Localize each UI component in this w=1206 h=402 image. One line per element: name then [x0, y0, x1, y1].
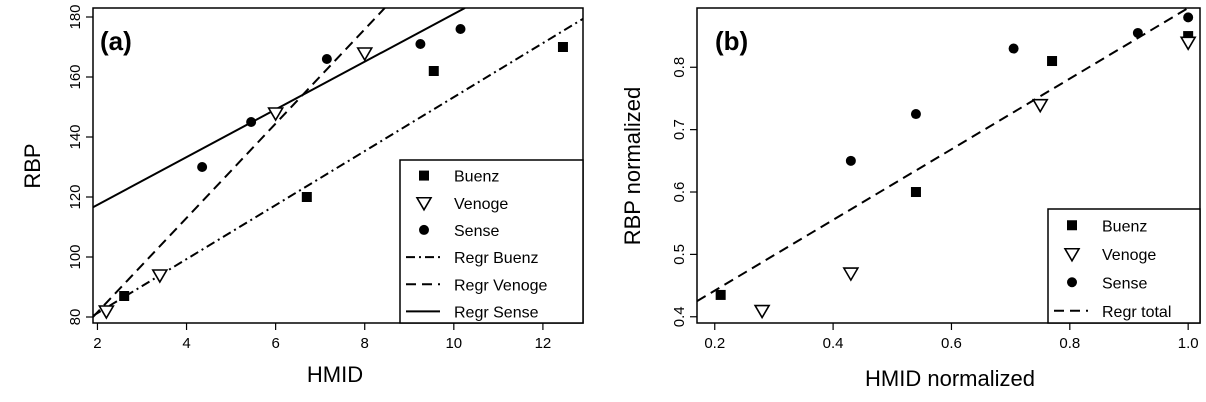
- y-tick-label: 0.4: [671, 306, 688, 327]
- legend-label: Sense: [1102, 275, 1147, 292]
- legend-label: Regr total: [1102, 304, 1171, 321]
- legend-label: Buenz: [454, 169, 499, 186]
- regression-line: [93, 8, 386, 318]
- data-point: [119, 291, 130, 301]
- x-tick-label: 0.6: [941, 335, 962, 352]
- legend-label: Sense: [454, 223, 499, 240]
- legend-label: Buenz: [1102, 218, 1147, 235]
- data-point: [753, 304, 771, 320]
- y-tick-label: 180: [67, 4, 84, 29]
- data-point: [1183, 31, 1194, 42]
- y-tick-label: 140: [67, 124, 84, 149]
- data-point: [415, 39, 426, 49]
- data-point: [845, 155, 856, 166]
- x-tick-label: 0.4: [823, 335, 844, 352]
- legend-box: [399, 159, 584, 324]
- data-point: [151, 269, 169, 284]
- data-point: [197, 162, 208, 172]
- legend-marker: [419, 170, 429, 181]
- x-axis-title: HMID: [307, 362, 363, 387]
- x-axis-title: HMID normalized: [865, 366, 1035, 391]
- panel-label: (a): [100, 26, 132, 56]
- data-point: [301, 192, 312, 202]
- data-point: [715, 289, 726, 300]
- y-tick-label: 0.5: [671, 244, 688, 265]
- y-tick-label: 80: [67, 309, 84, 326]
- regression-line: [93, 17, 583, 317]
- x-tick-label: 1.0: [1178, 335, 1199, 352]
- data-point: [246, 117, 257, 127]
- y-tick-label: 0.8: [671, 57, 688, 78]
- y-axis-title: RBP normalized: [620, 87, 645, 246]
- data-point: [557, 42, 568, 52]
- panel-a: 2 4 6 8 10 12 80 100 120 140 160 180 HMID RBP (a) Buenz…: [20, 4, 584, 387]
- data-point: [455, 24, 466, 34]
- legend-label: Regr Venoge: [454, 277, 548, 294]
- legend-marker: [419, 224, 429, 235]
- legend-label: Venoge: [454, 196, 508, 213]
- legend-label: Regr Sense: [454, 304, 539, 321]
- panel-b: 0.2 0.4 0.6 0.8 1.0 0.4 0.5 0.6 0.7 0.8 HMID norma…: [620, 7, 1201, 391]
- x-tick-label: 6: [271, 335, 279, 352]
- y-tick-label: 100: [67, 244, 84, 269]
- x-tick-label: 10: [445, 335, 462, 352]
- data-point: [1179, 36, 1197, 51]
- x-tick-label: 8: [361, 335, 369, 352]
- data-point: [97, 305, 115, 320]
- x-tick-label: 2: [93, 335, 101, 352]
- legend-marker: [1067, 277, 1077, 288]
- data-point: [356, 47, 374, 62]
- legend-marker: [415, 196, 433, 212]
- y-tick-label: 120: [67, 184, 84, 209]
- plot-frame: [696, 7, 1201, 324]
- data-point: [1132, 27, 1143, 38]
- data-point: [910, 109, 921, 120]
- data-point: [267, 107, 285, 122]
- x-tick-label: 12: [535, 335, 552, 352]
- panel-label: (b): [715, 26, 748, 56]
- x-tick-label: 0.2: [704, 335, 725, 352]
- legend-label: Regr Buenz: [454, 250, 539, 267]
- data-point: [1031, 98, 1049, 114]
- data-point: [1183, 12, 1194, 23]
- x-tick-label: 0.8: [1059, 335, 1080, 352]
- y-tick-label: 0.7: [671, 119, 688, 140]
- y-tick-label: 160: [67, 64, 84, 89]
- legend-marker: [1067, 220, 1077, 231]
- legend-marker: [1063, 247, 1081, 263]
- data-point: [842, 267, 860, 282]
- y-axis-title: RBP: [20, 143, 45, 188]
- x-tick-label: 4: [182, 335, 190, 352]
- data-point: [1008, 43, 1019, 54]
- data-point: [910, 187, 921, 198]
- data-point: [428, 66, 439, 76]
- y-tick-label: 0.6: [671, 182, 688, 203]
- legend-label: Venoge: [1102, 247, 1156, 264]
- data-point: [1047, 56, 1058, 67]
- data-point: [321, 54, 332, 64]
